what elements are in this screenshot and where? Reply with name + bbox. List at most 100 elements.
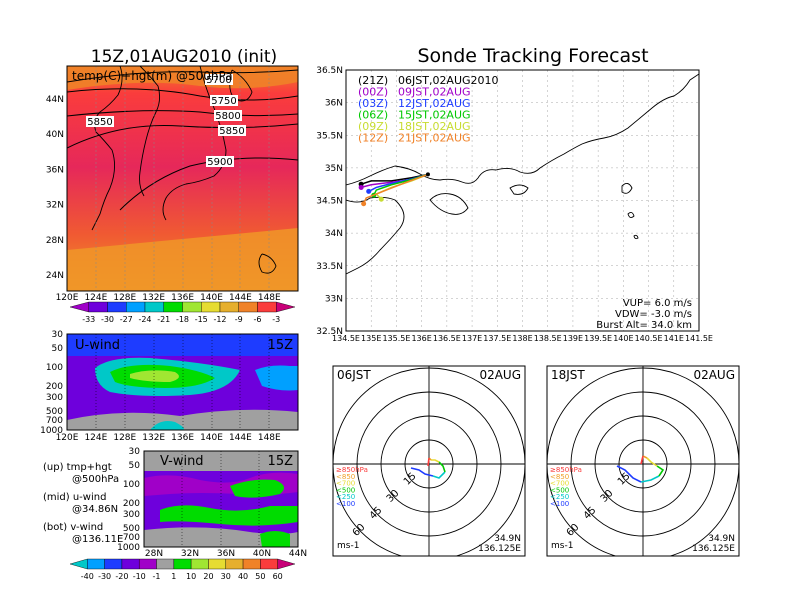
tracking-lat-ticks: 36.5N 36N 35.5N 35N 34.5N 34N 33.5N 33N 32.5N	[316, 66, 343, 337]
landing-point	[358, 184, 364, 190]
temp-lat-ticks: 44N 40N 36N 32N 28N 24N	[46, 95, 64, 281]
coastline-peninsula	[509, 184, 529, 195]
hodograph-lat: 34.9N	[494, 534, 521, 544]
lon-tick-label: 140E	[200, 433, 223, 443]
pressure-level-label: ≥850hPa	[550, 466, 582, 474]
colorbar-swatch	[156, 558, 175, 570]
pressure-tick-label: 30	[52, 330, 64, 340]
v-wind-surface	[144, 527, 298, 547]
lon-tick-label: 134.5E	[332, 334, 360, 343]
temp-map-frame	[66, 65, 299, 292]
landing-point	[366, 188, 372, 194]
legend-run: (12Z)	[358, 132, 388, 145]
lon-tick-label: 136E	[171, 293, 194, 303]
pressure-level-label: <500	[550, 486, 569, 494]
colorbar-swatch	[201, 301, 221, 313]
wind-profile-segment	[431, 459, 440, 463]
launch-point	[425, 172, 430, 177]
coastline-island	[621, 183, 633, 194]
wind-colorbar: -40 -30 -20 -10 -1 1 10 20 30 40 50 60	[69, 558, 296, 581]
lon-tick-label: 140.5E	[635, 334, 663, 343]
wind-profile-segment	[656, 465, 665, 477]
pressure-tick-label: 30	[129, 447, 141, 457]
sonde-tracks	[358, 172, 430, 207]
v-wind-time: 15Z	[268, 454, 294, 469]
v-wind-cell-low	[260, 531, 290, 547]
lon-tick-label: 128E	[113, 433, 136, 443]
lon-tick-label: 135E	[361, 334, 381, 343]
pressure-tick-label: 700	[46, 416, 63, 426]
contour-label: 5900	[207, 157, 232, 168]
colorbar-swatch	[182, 301, 202, 313]
colorbar-swatch	[88, 301, 108, 313]
colorbar-swatch	[257, 301, 277, 313]
hodograph-lon: 136.125E	[692, 544, 735, 554]
legend-time: 12JST,02AUG	[398, 97, 471, 110]
colorbar-swatch	[139, 558, 157, 570]
colorbar-swatch	[173, 558, 192, 570]
hodograph-rings	[333, 366, 525, 556]
colorbar-label: -6	[254, 315, 262, 324]
lon-tick-label: 139.5E	[584, 334, 612, 343]
lon-tick-label: 138E	[512, 334, 532, 343]
lat-tick-label: 35N	[325, 164, 343, 174]
pressure-tick-label: 200	[46, 382, 63, 392]
contour-label: 5850	[87, 117, 112, 128]
lat-tick-label: 40N	[253, 549, 271, 559]
lon-tick-label: 124E	[84, 433, 107, 443]
contour-label: 5800	[215, 111, 240, 122]
colorbar-label: -33	[82, 315, 95, 324]
hodograph-unit: ms-1	[337, 541, 359, 551]
colorbar-swatch	[87, 558, 105, 570]
colorbar-label: -15	[195, 315, 208, 324]
lon-tick-label: 128E	[113, 293, 136, 303]
legend-time: 15JST,02AUG	[398, 109, 471, 122]
pressure-level-label: <100	[336, 500, 355, 508]
contour-5750	[67, 88, 298, 101]
lon-tick-label: 137E	[462, 334, 482, 343]
contour-labels: 5700 5750 5800 5850 5850 5900	[86, 74, 246, 168]
field-label: temp(C)+hgt(m) @500hPa	[72, 69, 233, 83]
lat-tick-label: 40N	[46, 130, 64, 140]
wind-profile-segment	[640, 455, 644, 465]
pressure-level-label: <700	[336, 480, 355, 488]
colorbar-label: -3	[272, 315, 280, 324]
colorbar-label: -1	[153, 572, 161, 581]
u-wind-time: 15Z	[268, 338, 294, 353]
colorbar-swatch	[107, 301, 127, 313]
lat-tick-label: 35.5N	[316, 131, 343, 141]
v-wind-frame	[143, 450, 299, 548]
lat-tick-label: 44N	[46, 95, 64, 105]
colorbar-swatch	[277, 558, 296, 570]
pressure-level-label: <850	[550, 473, 569, 481]
colorbar-label: -40	[81, 572, 94, 581]
coastline-island	[627, 211, 635, 219]
contour-label: 5750	[211, 96, 236, 107]
lat-tick-label: 28N	[145, 549, 163, 559]
tracking-legend: (21Z) 06JST,02AUG2010 (00Z) 09JST,02AUG (03Z…	[358, 74, 499, 145]
u-wind-label: U-wind	[75, 338, 120, 353]
param-vup: VUP= 6.0 m/s	[623, 298, 692, 309]
wind-profile-segment	[640, 475, 660, 483]
u-wind-east-cell	[255, 365, 298, 391]
lat-tick-label: 36N	[217, 549, 235, 559]
param-burst-alt: Burst Alt= 34.0 km	[596, 320, 692, 331]
colorbar-swatch	[260, 558, 278, 570]
contour-label: 5850	[219, 126, 244, 137]
lat-tick-label: 36N	[325, 99, 343, 109]
u-wind-grid	[95, 334, 270, 430]
lat-tick-label: 28N	[46, 236, 64, 246]
pressure-level-label: <250	[336, 493, 355, 501]
lat-tick-label: 33.5N	[316, 262, 343, 272]
contour-5700	[67, 69, 298, 83]
u-wind-low-cell	[150, 421, 184, 430]
colorbar-swatch	[208, 558, 226, 570]
colorbar-label: -12	[213, 315, 226, 324]
wind-profile-segment	[646, 457, 658, 467]
u-wind-lon-ticks: 120E 124E 128E 132E 136E 140E 144E 148E	[56, 433, 281, 443]
pressure-tick-label: 700	[123, 533, 140, 543]
hodograph-unit: ms-1	[551, 541, 573, 551]
lon-tick-label: 140E	[613, 334, 633, 343]
